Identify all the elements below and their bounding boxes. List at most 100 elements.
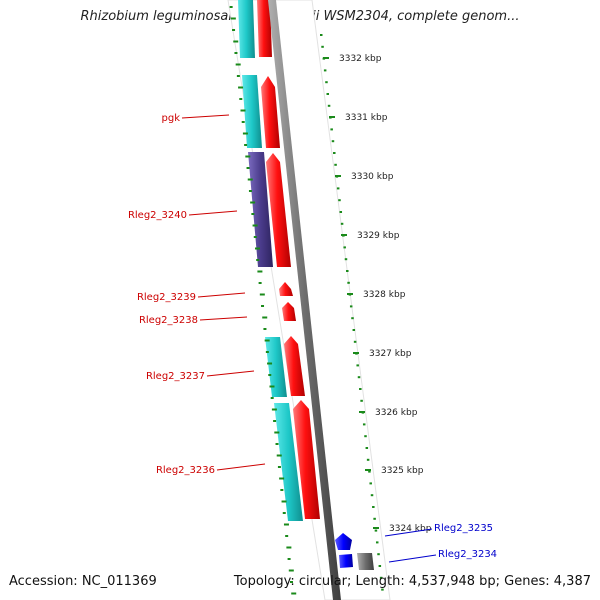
track-dot [344, 258, 348, 261]
track-dot [233, 40, 239, 43]
cds-feature[interactable] [238, 0, 255, 58]
track-dot [359, 388, 362, 390]
track-dot [323, 69, 327, 72]
scale-tick-label: 3324 kbp [389, 524, 432, 534]
track-dot [258, 282, 262, 284]
track-dot [279, 477, 285, 480]
genome-stats-text: Topology: circular; Length: 4,537,948 bp… [233, 574, 591, 589]
track-dot [365, 447, 369, 449]
cds-feature[interactable] [282, 302, 296, 321]
track-dot [275, 443, 279, 445]
track-dot [338, 199, 341, 202]
gene-label[interactable]: Rleg2_3235 [434, 523, 493, 534]
track-dot [321, 45, 324, 48]
track-dot [277, 466, 281, 468]
track-dot [252, 224, 258, 227]
cds-feature[interactable] [284, 336, 305, 396]
track-dot [274, 431, 280, 434]
scale-tick-label: 3331 kbp [345, 113, 388, 123]
track-dot [263, 328, 267, 330]
track-dot [264, 339, 270, 342]
scale-tick-mark [323, 57, 329, 59]
track-dot [288, 569, 294, 572]
gene-label-leader [206, 370, 255, 377]
gene-label-leader [384, 528, 433, 537]
track-dot [268, 374, 272, 376]
cds-feature[interactable] [274, 403, 303, 521]
scale-tick-mark [335, 175, 341, 177]
track-dot [290, 581, 294, 583]
track-dot [267, 362, 273, 365]
track-dot [340, 222, 344, 225]
track-dot [352, 329, 356, 331]
track-dot [230, 17, 236, 20]
track-dot [235, 63, 241, 66]
track-dot [234, 52, 238, 54]
track-dot [362, 423, 366, 426]
track-dot [364, 435, 367, 438]
gene-label[interactable]: Rleg2_3240 [128, 210, 187, 221]
gene-label-leader [197, 292, 246, 298]
track-dot [331, 140, 335, 143]
scale-tick-label: 3329 kbp [357, 231, 400, 241]
scale-tick-mark [347, 293, 353, 295]
track-dot [333, 152, 336, 154]
cds-feature[interactable] [248, 152, 273, 267]
track-dot [356, 364, 359, 367]
cds-feature[interactable] [261, 76, 280, 148]
track-dot [245, 155, 251, 158]
cds-feature[interactable] [339, 554, 353, 568]
gene-label[interactable]: pgk [162, 113, 181, 124]
track-dot [372, 506, 375, 508]
track-dot [343, 246, 346, 249]
cds-feature[interactable] [265, 337, 287, 397]
gene-label-leader [181, 114, 230, 119]
gene-label-leader [388, 554, 437, 563]
track-dot [334, 163, 337, 166]
gene-label[interactable]: Rleg2_3236 [156, 465, 215, 476]
inner-dotted-track [229, 6, 297, 595]
track-dot [265, 351, 269, 353]
cds-feature[interactable] [257, 0, 272, 57]
track-dot [285, 535, 289, 537]
scale-tick-label: 3332 kbp [339, 54, 382, 64]
scale-tick-mark [359, 411, 365, 413]
gene-label-leader [188, 210, 238, 216]
track-dot [270, 397, 274, 399]
gene-label-leader [216, 463, 266, 471]
scale-tick-mark [341, 234, 347, 236]
track-dot [269, 385, 275, 388]
track-dot [326, 93, 330, 95]
track-dot [256, 259, 260, 261]
track-dot [339, 211, 343, 213]
track-dot [281, 500, 287, 503]
track-dot [370, 494, 374, 497]
gene-label[interactable]: Rleg2_3239 [137, 292, 196, 303]
track-dot [349, 305, 353, 308]
genome-backbone [268, 0, 341, 600]
track-dot [232, 29, 236, 31]
cds-feature[interactable] [242, 75, 262, 148]
map-band [227, 0, 391, 600]
track-dot [254, 247, 260, 250]
track-dot [379, 576, 383, 579]
scale-tick-label: 3328 kbp [363, 290, 406, 300]
scale-tick-mark [373, 527, 379, 529]
gene-label[interactable]: Rleg2_3238 [139, 315, 198, 326]
track-dot [291, 592, 297, 595]
gene-label[interactable]: Rleg2_3237 [146, 371, 205, 382]
cds-feature[interactable] [335, 533, 352, 550]
track-dot [377, 553, 380, 556]
cds-feature[interactable] [357, 553, 374, 570]
track-dot [330, 128, 333, 131]
cds-feature[interactable] [293, 400, 320, 519]
gene-label[interactable]: Rleg2_3234 [438, 549, 497, 560]
track-dot [229, 6, 233, 8]
track-dot [283, 523, 289, 526]
scale-ticks: 3332 kbp 3331 kbp 3330 kbp 3329 kbp 3328 kbp… [323, 54, 432, 534]
cds-feature[interactable] [266, 153, 291, 267]
cds-feature[interactable] [279, 282, 293, 296]
track-dot [366, 458, 370, 461]
track-dot [280, 489, 284, 491]
